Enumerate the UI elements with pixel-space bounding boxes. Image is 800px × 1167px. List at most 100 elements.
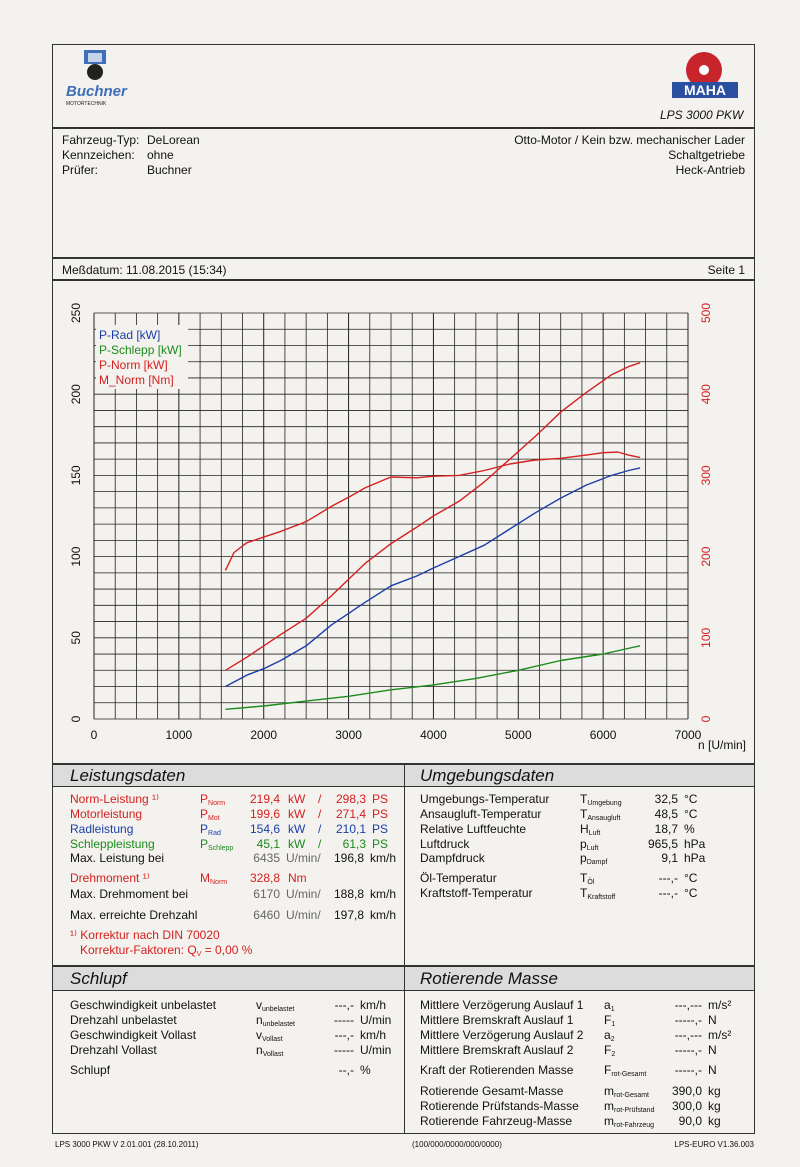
leistung-row-value-ps: 210,1 [335, 822, 366, 836]
correction-factors: Korrektur-Faktoren: QV = 0,00 % [80, 943, 253, 958]
schlupf-header [53, 967, 404, 991]
rotierend-row-symbol: F2 [604, 1043, 616, 1058]
rotierend-row-symbol: F1 [604, 1013, 616, 1028]
schlupf-row-symbol: vunbelastet [256, 998, 295, 1013]
rotierend-row-unit: N [708, 1013, 717, 1027]
series-line [225, 645, 641, 710]
umgebung-row-label: Relative Luftfeuchte [420, 822, 527, 836]
schlupf-row-unit: km/h [360, 998, 387, 1012]
schlupf-row-value: ----- [334, 1043, 354, 1057]
umgebung-row-label: Ansaugluft-Temperatur [420, 807, 542, 821]
plate-value: ohne [147, 148, 174, 162]
umgebung-row-value: 18,7 [654, 822, 678, 836]
umgebung-row-symbol: HLuft [580, 822, 601, 837]
leistung-header [53, 765, 404, 787]
maxn-speed: 197,8 [333, 908, 364, 922]
model-label: LPS 3000 PKW [660, 108, 744, 122]
umgebung-row-unit: °C [684, 807, 698, 821]
rotierend-row-unit: kg [708, 1084, 721, 1098]
rotierend-row-label: Mittlere Bremskraft Auslauf 2 [420, 1043, 574, 1057]
data-divider [404, 765, 405, 965]
rotierend-row-label: Rotierende Gesamt-Masse [420, 1084, 564, 1098]
plate-label: Kennzeichen: [62, 148, 135, 162]
umgebung-row-symbol: TUmgebung [580, 792, 622, 807]
maxt-speed-unit: km/h [370, 887, 397, 901]
x-tick-label: 5000 [505, 728, 532, 742]
footer-left: LPS 3000 PKW V 2.01.001 (28.10.2011) [55, 1140, 199, 1149]
leistung-row-sep: / [318, 837, 322, 851]
buchner-wordmark: Buchner [66, 83, 128, 100]
y-right-tick-label: 400 [699, 384, 713, 404]
y-right-tick-label: 300 [699, 465, 713, 485]
leistung-row-unit-kw: kW [288, 837, 306, 851]
leistung-row-label: Motorleistung [70, 807, 143, 821]
maxt-rpm-unit: U/min/ [286, 887, 321, 901]
umgebung-row-label: Dampfdruck [420, 851, 485, 865]
schlupf-row-label: Drehzahl unbelastet [70, 1013, 177, 1027]
umgebung-row-label: Luftdruck [420, 837, 470, 851]
schlupf-row-unit: U/min [360, 1013, 392, 1027]
rotierend-row-symbol: a2 [604, 1028, 615, 1043]
leistung-row-unit-kw: kW [288, 822, 306, 836]
umgebung-row-value: 965,5 [647, 837, 678, 851]
umgebung-row-unit: °C [684, 886, 698, 900]
rotierend-row-value: 390,0 [671, 1084, 702, 1098]
data-box [52, 764, 755, 966]
schlupf-row-unit: km/h [360, 1028, 387, 1042]
leistung-row-label: Radleistung [70, 822, 134, 836]
series-line [225, 467, 641, 688]
y-left-tick-label: 250 [69, 303, 83, 323]
leistung-row-label: Norm-Leistung ¹⁾ [70, 792, 159, 806]
date-row [52, 258, 755, 280]
umgebung-row-unit: hPa [684, 837, 706, 851]
vehicle-info-box [52, 128, 755, 258]
leistung-row-value-kw: 154,6 [249, 822, 280, 836]
rotierend-row-symbol: Frot-Gesamt [604, 1063, 647, 1078]
legend-entry: P-Rad [kW] [99, 328, 160, 342]
maxp-rpm: 6435 [253, 851, 280, 865]
leistung-row-value-kw: 219,4 [249, 792, 280, 806]
lower-box [52, 966, 755, 1134]
x-axis-label: n [U/min] [698, 738, 746, 752]
schlupf-row-unit: U/min [360, 1043, 392, 1057]
maxp-speed-unit: km/h [370, 851, 397, 865]
umgebung-row-label: Umgebungs-Temperatur [420, 792, 550, 806]
umgebung-title: Umgebungsdaten [420, 766, 555, 785]
torque-value: 328,8 [249, 871, 280, 885]
legend-entry: P-Norm [kW] [99, 358, 168, 372]
buchner-logo: Buchner MOTORTECHNIK [62, 48, 128, 120]
umgebung-row-value: 9,1 [661, 851, 678, 865]
legend-entry: P-Schlepp [kW] [99, 343, 182, 357]
maxn-rpm-unit: U/min/ [286, 908, 321, 922]
torque-unit: Nm [288, 871, 307, 885]
x-tick-label: 6000 [590, 728, 617, 742]
maha-logo: MAHA [668, 50, 746, 100]
leistung-title: Leistungsdaten [70, 766, 186, 785]
rotierend-row-unit: m/s² [708, 998, 732, 1012]
rotierend-row-label: Rotierende Prüfstands-Masse [420, 1099, 579, 1113]
rotierend-row-value: -----,- [674, 1043, 702, 1057]
x-tick-label: 1000 [166, 728, 193, 742]
leistung-row-value-ps: 271,4 [335, 807, 366, 821]
buchner-sub: MOTORTECHNIK [66, 101, 107, 107]
footer-center: (100/000/0000/000/0000) [412, 1140, 502, 1149]
schlupf-row-value: ---,- [334, 998, 354, 1012]
maxt-rpm: 6170 [253, 887, 280, 901]
torque-label: Drehmoment ¹⁾ [70, 871, 150, 885]
x-tick-label: 0 [91, 728, 98, 742]
chart-box [52, 280, 755, 764]
rotierend-header [404, 967, 754, 991]
measure-date: Meßdatum: 11.08.2015 (15:34) [62, 263, 227, 277]
rotierend-row-symbol: mrot-Gesamt [604, 1084, 650, 1099]
leistung-row-value-ps: 298,3 [335, 792, 366, 806]
leistung-row-unit-ps: PS [372, 837, 389, 851]
rotierend-row-symbol: a1 [604, 998, 615, 1013]
schlupf-row-value: ---,- [334, 1028, 354, 1042]
schlupf-row-value: ----- [334, 1013, 354, 1027]
leistung-row-symbol: PMot [200, 807, 220, 822]
rotierend-row-symbol: mrot-Prüfstand [604, 1099, 655, 1114]
y-left-tick-label: 150 [69, 465, 83, 485]
leistung-row-symbol: PRad [200, 822, 221, 837]
umgebung-row-unit: °C [684, 871, 698, 885]
rotierend-row-value: -----,- [674, 1063, 702, 1077]
